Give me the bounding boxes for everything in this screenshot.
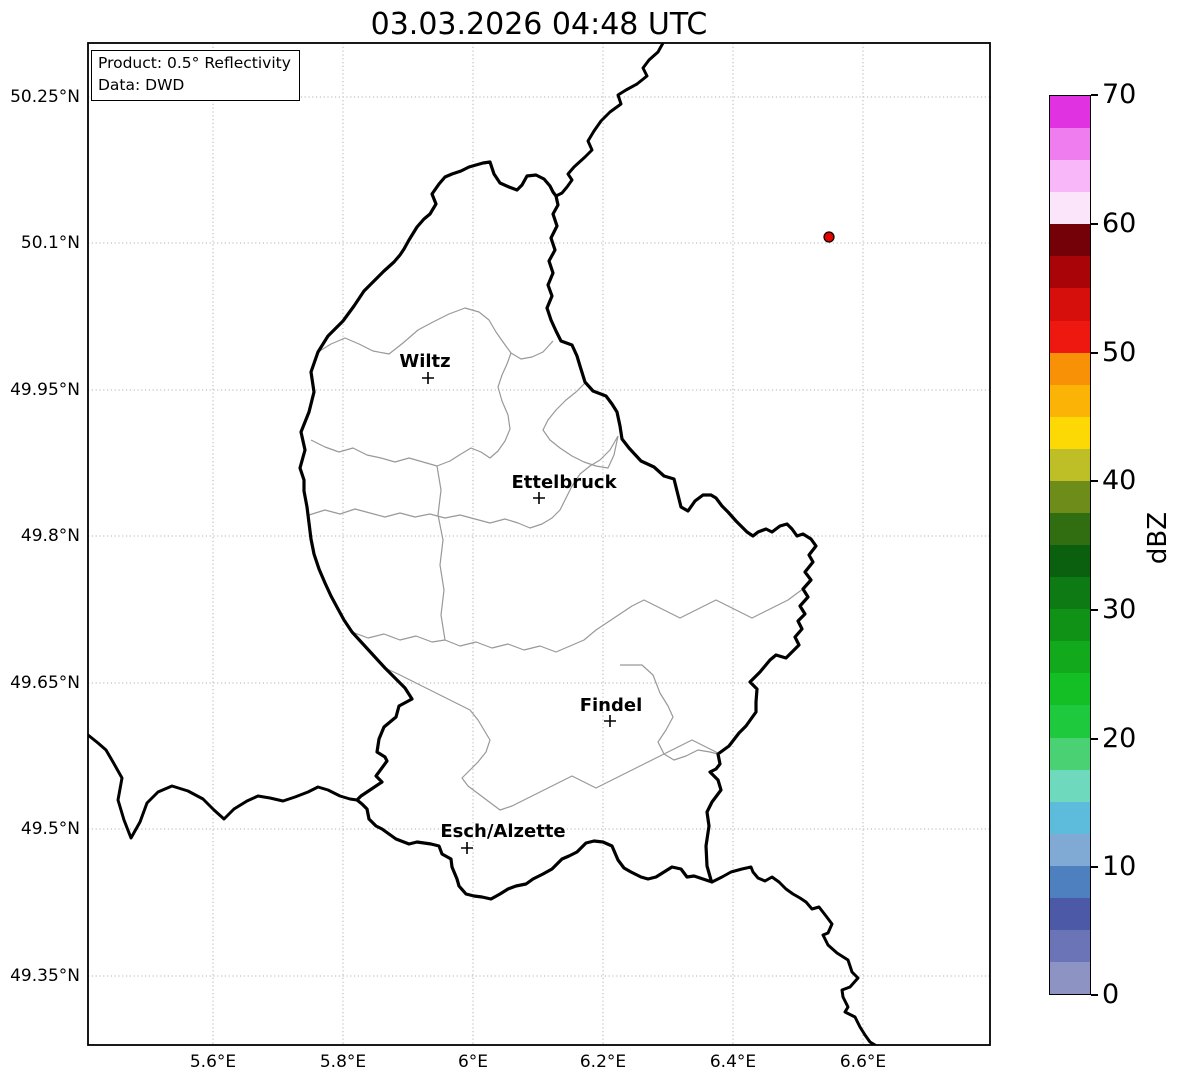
city-label: Ettelbruck bbox=[511, 472, 617, 493]
colorbar-class-block bbox=[1050, 224, 1090, 257]
city-marker-cross bbox=[422, 372, 434, 384]
colorbar-tick bbox=[1091, 994, 1098, 996]
district-border-line bbox=[542, 382, 619, 469]
colorbar-class-block bbox=[1050, 128, 1090, 161]
colorbar-class-block bbox=[1050, 545, 1090, 578]
colorbar-class-block bbox=[1050, 288, 1090, 321]
colorbar-unit-label: dBZ bbox=[1143, 511, 1173, 565]
colorbar-tick-label: 30 bbox=[1102, 594, 1137, 625]
graticule bbox=[88, 43, 990, 1045]
colorbar-class-block bbox=[1050, 705, 1090, 738]
latitude-tick-label: 50.1°N bbox=[20, 233, 80, 253]
colorbar-tick bbox=[1091, 94, 1098, 96]
district-border-line bbox=[351, 588, 804, 653]
latitude-tick-label: 49.65°N bbox=[10, 673, 80, 693]
colorbar-class-block bbox=[1050, 962, 1090, 995]
colorbar-class-block bbox=[1050, 865, 1090, 898]
colorbar-class-block bbox=[1050, 930, 1090, 963]
colorbar-tick bbox=[1091, 480, 1098, 482]
colorbar-tick-label: 60 bbox=[1102, 208, 1137, 239]
city-marker-cross bbox=[604, 715, 616, 727]
latitude-tick-label: 49.5°N bbox=[20, 819, 80, 839]
neighbor-borders bbox=[88, 43, 877, 1045]
plot-frame bbox=[87, 42, 991, 1046]
country-border-line bbox=[88, 733, 359, 840]
colorbar-class-block bbox=[1050, 897, 1090, 931]
city-marker-cross bbox=[461, 842, 473, 854]
colorbar-tick-label: 20 bbox=[1102, 723, 1137, 754]
city-label: Esch/Alzette bbox=[440, 821, 565, 842]
colorbar-class-block bbox=[1050, 352, 1090, 385]
city-label: Wiltz bbox=[399, 351, 450, 372]
product-info-box: Product: 0.5° Reflectivity Data: DWD bbox=[91, 50, 300, 102]
district-border-line bbox=[308, 435, 619, 529]
colorbar-class-block bbox=[1050, 641, 1090, 674]
longitude-tick-label: 6°E bbox=[457, 1052, 489, 1072]
latitude-tick-label: 49.35°N bbox=[10, 966, 80, 986]
country-border-line bbox=[554, 43, 665, 198]
map-layer: Wiltz Ettelbruck Findel Esch/Alzette bbox=[88, 43, 990, 1045]
data-source-line: Data: DWD bbox=[98, 75, 185, 94]
colorbar-class-block bbox=[1050, 513, 1090, 546]
colorbar-class-block bbox=[1050, 577, 1090, 610]
longitude-tick-label: 6.2°E bbox=[579, 1052, 627, 1072]
colorbar-tick-label: 40 bbox=[1102, 465, 1137, 496]
colorbar-class-block bbox=[1050, 160, 1090, 193]
colorbar-class-block bbox=[1050, 737, 1090, 770]
district-border-line bbox=[384, 667, 719, 811]
colorbar-class-block bbox=[1050, 384, 1090, 417]
city-label: Findel bbox=[580, 695, 643, 716]
district-borders bbox=[308, 307, 804, 811]
district-border-line bbox=[317, 307, 554, 360]
longitude-tick-label: 6.6°E bbox=[839, 1052, 887, 1072]
colorbar-class-block bbox=[1050, 192, 1090, 225]
colorbar-class-block bbox=[1050, 96, 1090, 129]
latitude-tick-label: 49.8°N bbox=[20, 526, 80, 546]
colorbar-tick-label: 70 bbox=[1102, 79, 1137, 110]
district-border-line bbox=[436, 465, 446, 641]
latitude-tick-label: 50.25°N bbox=[10, 87, 80, 107]
colorbar-tick bbox=[1091, 352, 1098, 354]
product-info-line: Product: 0.5° Reflectivity bbox=[98, 54, 291, 72]
city-marker-cross bbox=[533, 492, 545, 504]
colorbar-tick-label: 50 bbox=[1102, 337, 1137, 368]
colorbar-tick-label: 0 bbox=[1102, 979, 1120, 1010]
longitude-tick-label: 5.8°E bbox=[319, 1052, 367, 1072]
colorbar-class-block bbox=[1050, 480, 1090, 514]
colorbar-tick-label: 10 bbox=[1102, 851, 1137, 882]
page-title: 03.03.2026 04:48 UTC bbox=[370, 7, 708, 42]
reflectivity-colorbar bbox=[1049, 95, 1091, 995]
district-border-line bbox=[620, 664, 719, 761]
colorbar-tick bbox=[1091, 223, 1098, 225]
district-border-line bbox=[310, 352, 512, 467]
colorbar-tick bbox=[1091, 609, 1098, 611]
colorbar-class-block bbox=[1050, 673, 1090, 706]
country-border-line bbox=[710, 865, 877, 1045]
longitude-tick-label: 5.6°E bbox=[189, 1052, 237, 1072]
luxembourg-outline bbox=[298, 160, 818, 901]
colorbar-class-block bbox=[1050, 320, 1090, 353]
city-labels: Wiltz Ettelbruck Findel Esch/Alzette bbox=[399, 351, 642, 854]
colorbar-tick bbox=[1091, 866, 1098, 868]
radar-echo-dot bbox=[823, 231, 835, 243]
colorbar-class-block bbox=[1050, 416, 1090, 449]
latitude-tick-label: 49.95°N bbox=[10, 380, 80, 400]
colorbar-class-block bbox=[1050, 833, 1090, 866]
colorbar-class-block bbox=[1050, 769, 1090, 802]
colorbar-class-block bbox=[1050, 256, 1090, 289]
colorbar-class-block bbox=[1050, 609, 1090, 642]
colorbar-class-block bbox=[1050, 801, 1090, 834]
colorbar-tick bbox=[1091, 738, 1098, 740]
colorbar-class-block bbox=[1050, 448, 1090, 481]
longitude-tick-label: 6.4°E bbox=[709, 1052, 757, 1072]
